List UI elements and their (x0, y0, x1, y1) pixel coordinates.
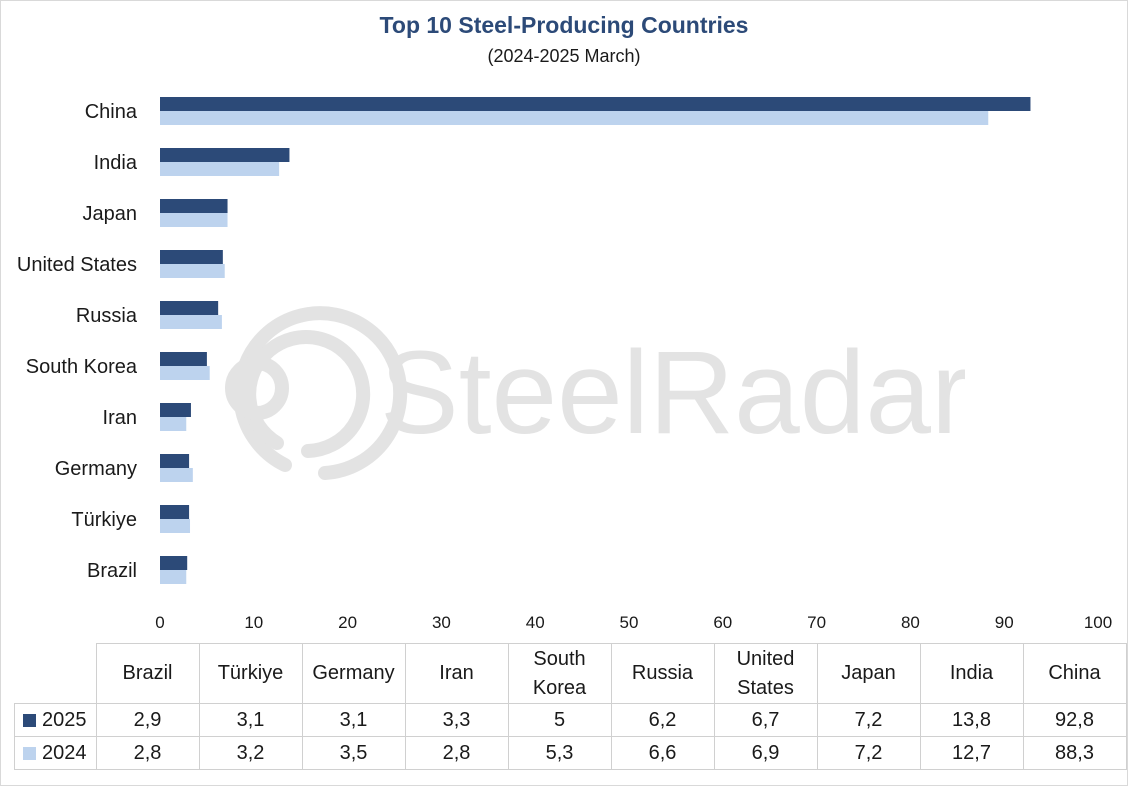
category-labels: China India Japan United States Russia South … (17, 101, 138, 582)
table-column-header: Brazil (95, 643, 200, 704)
x-tick-label: 70 (807, 613, 826, 632)
bar-2024 (160, 519, 191, 533)
table-cell: 13,8 (919, 703, 1024, 737)
x-tick-label: 20 (338, 613, 357, 632)
table-cell: 7,2 (816, 703, 921, 737)
category-label: Russia (76, 305, 138, 327)
bar-2025 (160, 97, 1031, 111)
table-cell: 2,8 (404, 736, 509, 770)
data-table-header: Brazil Türkiye Germany Iran South Korea Russi… (14, 643, 1127, 704)
table-cell: 6,9 (713, 736, 818, 770)
category-label: United States (17, 254, 137, 276)
table-cell: 6,7 (713, 703, 818, 737)
table-cell: 6,6 (610, 736, 715, 770)
table-column-header: Russia (610, 643, 715, 704)
table-column-header: Türkiye (198, 643, 303, 704)
x-tick-label: 50 (620, 613, 639, 632)
x-tick-label: 80 (901, 613, 920, 632)
x-tick-label: 10 (244, 613, 263, 632)
table-cell: 88,3 (1022, 736, 1127, 770)
plot-area: China India Japan United States Russia South … (17, 97, 1112, 632)
x-axis-ticks: 0 10 20 30 40 50 60 70 80 90 100 (155, 613, 1112, 632)
x-tick-label: 30 (432, 613, 451, 632)
table-column-header: United States (713, 643, 818, 704)
table-cell: 5 (507, 703, 612, 737)
bar-2024 (160, 468, 193, 482)
bar-2025 (160, 403, 191, 417)
chart-subtitle: (2024-2025 March) (487, 46, 641, 66)
table-column-header: China (1022, 643, 1127, 704)
bar-2024 (160, 417, 187, 431)
bars-layer (160, 97, 1031, 584)
bar-2025 (160, 301, 219, 315)
table-cell: 5,3 (507, 736, 612, 770)
table-cell: 3,5 (301, 736, 406, 770)
bar-2024 (160, 366, 210, 380)
category-label: South Korea (26, 356, 138, 378)
table-cell: 7,2 (816, 736, 921, 770)
bar-2024 (160, 162, 280, 176)
chart-title: Top 10 Steel-Producing Countries (379, 12, 749, 38)
category-label: Japan (83, 203, 138, 225)
bar-2024 (160, 315, 222, 329)
legend-swatch (23, 713, 36, 727)
category-label: Germany (55, 458, 137, 480)
table-cell: 2,9 (95, 703, 200, 737)
category-label: India (94, 152, 138, 174)
table-cell: 92,8 (1022, 703, 1127, 737)
bar-2024 (160, 264, 225, 278)
table-cell: 3,1 (198, 703, 303, 737)
table-row: 2024 2,8 3,2 3,5 2,8 5,3 6,6 6,9 7,2 12,7 88,3 (14, 736, 1127, 770)
bar-2024 (160, 213, 228, 227)
bar-2025 (160, 250, 223, 264)
bar-2025 (160, 352, 207, 366)
bar-2024 (160, 570, 187, 584)
x-tick-label: 0 (155, 613, 164, 632)
category-label: China (85, 101, 138, 123)
data-table: Brazil Türkiye Germany Iran South Korea Russi… (14, 643, 1127, 770)
bar-2025 (160, 454, 190, 468)
bar-2025 (160, 199, 228, 213)
category-label: Iran (103, 407, 137, 429)
table-cell: 3,2 (198, 736, 303, 770)
legend-entry: 2025 (14, 703, 97, 737)
x-tick-label: 40 (526, 613, 545, 632)
table-cell: 2,8 (95, 736, 200, 770)
x-tick-label: 60 (713, 613, 732, 632)
table-column-header: South Korea (507, 643, 612, 704)
table-corner (14, 643, 97, 704)
table-column-header: India (919, 643, 1024, 704)
category-label: Brazil (87, 560, 137, 582)
legend-swatch (23, 746, 36, 760)
bar-2025 (160, 148, 290, 162)
legend-label: 2025 (42, 708, 87, 731)
x-tick-label: 100 (1084, 613, 1112, 632)
legend-entry: 2024 (14, 736, 97, 770)
bar-2024 (160, 111, 989, 125)
x-tick-label: 90 (995, 613, 1014, 632)
bar-2025 (160, 556, 188, 570)
table-cell: 12,7 (919, 736, 1024, 770)
table-cell: 3,3 (404, 703, 509, 737)
table-column-header: Japan (816, 643, 921, 704)
table-cell: 6,2 (610, 703, 715, 737)
table-cell: 3,1 (301, 703, 406, 737)
table-row: 2025 2,9 3,1 3,1 3,3 5 6,2 6,7 7,2 13,8 92,8 (14, 703, 1127, 737)
table-column-header: Iran (404, 643, 509, 704)
bar-2025 (160, 505, 190, 519)
legend-label: 2024 (42, 741, 87, 764)
category-label: Türkiye (71, 509, 137, 531)
table-column-header: Germany (301, 643, 406, 704)
